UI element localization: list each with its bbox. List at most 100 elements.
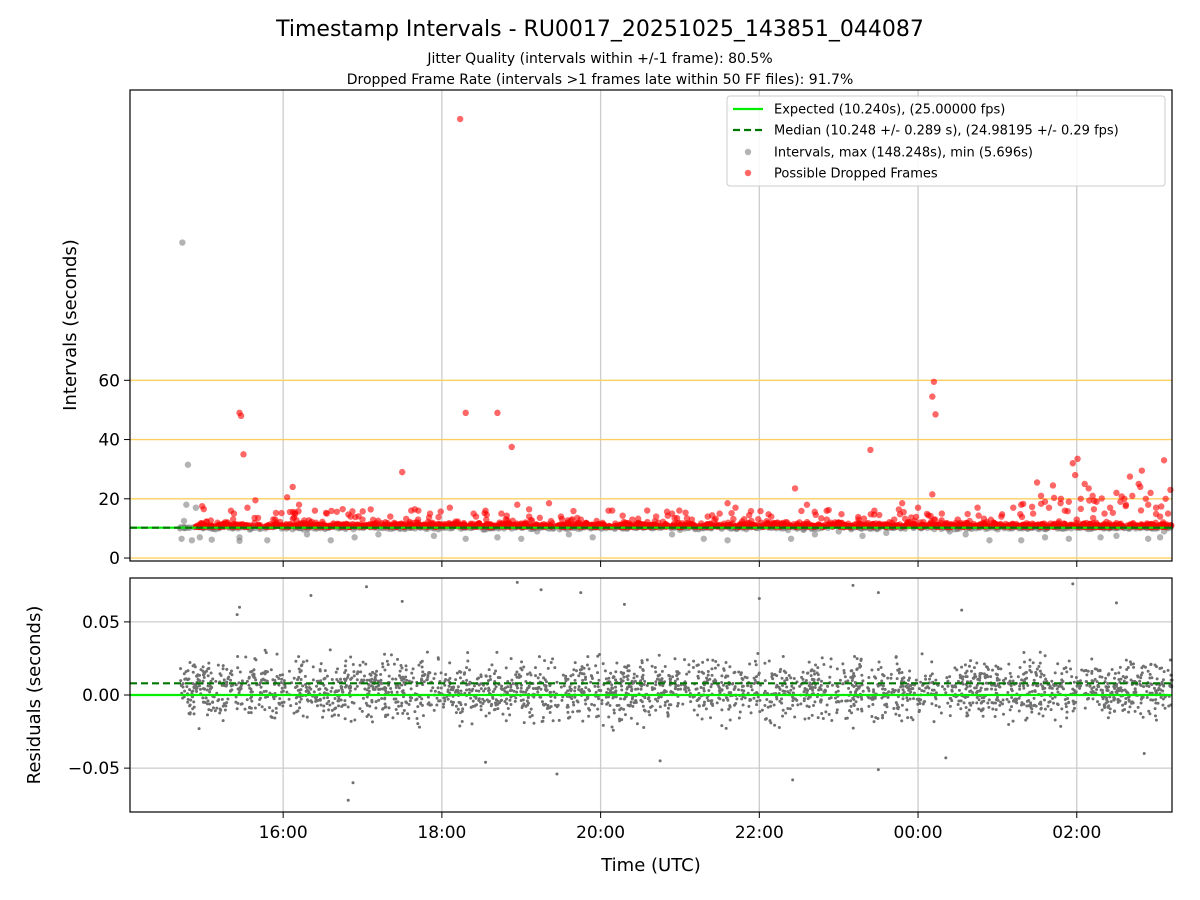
- residual-point: [994, 698, 998, 702]
- residual-point: [238, 605, 242, 609]
- residual-point: [1035, 673, 1039, 677]
- interval-point: [1097, 534, 1104, 541]
- residual-point: [1070, 675, 1074, 679]
- residual-point: [675, 670, 679, 674]
- residual-point: [619, 697, 623, 701]
- residual-point: [273, 716, 277, 720]
- interval-point: [375, 531, 382, 538]
- residual-point: [745, 676, 749, 680]
- dropped-frame-point: [716, 510, 723, 517]
- residual-point: [259, 681, 263, 685]
- residual-point: [792, 676, 796, 680]
- residual-point: [1007, 662, 1011, 666]
- residual-point: [505, 697, 509, 701]
- interval-point: [700, 535, 707, 542]
- residual-point: [542, 703, 546, 707]
- residual-point: [643, 679, 647, 683]
- dropped-frame-point: [237, 412, 245, 420]
- residual-point: [519, 698, 523, 702]
- residual-point: [420, 703, 424, 707]
- residual-point: [468, 680, 472, 684]
- interval-point: [811, 531, 819, 538]
- residual-point: [766, 705, 770, 709]
- residual-point: [568, 685, 572, 689]
- residual-point: [999, 667, 1003, 671]
- dropped-frame-point: [823, 507, 830, 514]
- residual-point: [648, 699, 652, 703]
- residual-point: [899, 685, 903, 689]
- residual-point: [810, 713, 814, 717]
- residual-point: [587, 688, 591, 692]
- residual-point: [353, 718, 357, 722]
- dropped-frame-point: [783, 519, 791, 526]
- residual-point: [381, 662, 385, 666]
- residual-point: [844, 699, 848, 703]
- residual-point: [1123, 702, 1127, 706]
- dropped-frame-point: [289, 483, 296, 491]
- dropped-frame-point: [1049, 482, 1057, 489]
- dropped-frame-point: [745, 511, 753, 519]
- residual-point: [1141, 664, 1145, 668]
- residual-point: [632, 672, 636, 676]
- residual-point: [692, 708, 696, 712]
- residual-point: [435, 703, 439, 707]
- residual-point: [895, 662, 899, 666]
- residual-point: [737, 670, 741, 674]
- residual-point: [897, 705, 901, 709]
- dropped-frame-point: [335, 520, 342, 528]
- dropped-frame-point: [504, 516, 511, 524]
- residual-point: [829, 665, 833, 669]
- residual-point: [186, 678, 190, 682]
- residual-point: [1104, 676, 1108, 680]
- residual-point: [543, 678, 547, 682]
- residual-point: [600, 702, 604, 706]
- dropped-frame-point: [998, 513, 1005, 520]
- residual-point: [877, 660, 881, 664]
- residual-point: [955, 668, 959, 672]
- residual-point: [343, 699, 347, 703]
- residual-point: [836, 700, 840, 704]
- residual-point: [456, 685, 460, 689]
- residual-point: [961, 675, 965, 679]
- dropped-frame-point: [938, 510, 946, 517]
- residual-point: [459, 703, 463, 707]
- residual-point: [917, 687, 921, 691]
- residual-point: [309, 699, 313, 703]
- dropped-frame-point: [605, 507, 612, 514]
- residual-point: [1095, 680, 1099, 684]
- dropped-frame-point: [682, 509, 689, 516]
- residual-point: [780, 697, 784, 701]
- residual-point: [346, 798, 350, 802]
- residual-point: [1154, 718, 1158, 722]
- residual-point: [777, 726, 781, 730]
- dropped-frame-point: [559, 521, 566, 528]
- residual-point: [1027, 698, 1031, 702]
- residual-point: [211, 700, 215, 704]
- residual-point: [1011, 699, 1015, 703]
- residual-point: [659, 695, 663, 699]
- legend-dropped-marker: [744, 169, 752, 177]
- residual-point: [318, 669, 322, 673]
- residual-point: [1071, 687, 1075, 691]
- residual-point: [781, 684, 785, 688]
- residual-point: [273, 678, 277, 682]
- residual-point: [527, 684, 531, 688]
- residual-point: [950, 688, 954, 692]
- residual-point: [237, 681, 241, 685]
- residual-point: [566, 689, 570, 693]
- residual-point: [221, 667, 225, 671]
- residual-point: [829, 696, 833, 700]
- residual-point: [514, 673, 518, 677]
- residual-point: [883, 710, 887, 714]
- residual-point: [820, 656, 824, 660]
- residual-point: [491, 696, 495, 700]
- residual-point: [907, 685, 911, 689]
- dropped-frame-point: [533, 521, 541, 529]
- dropped-frame-point: [798, 507, 805, 515]
- residual-point: [997, 683, 1001, 687]
- residual-point: [222, 678, 226, 682]
- residual-point: [618, 717, 622, 721]
- residual-point: [490, 663, 494, 667]
- residual-point: [467, 691, 471, 695]
